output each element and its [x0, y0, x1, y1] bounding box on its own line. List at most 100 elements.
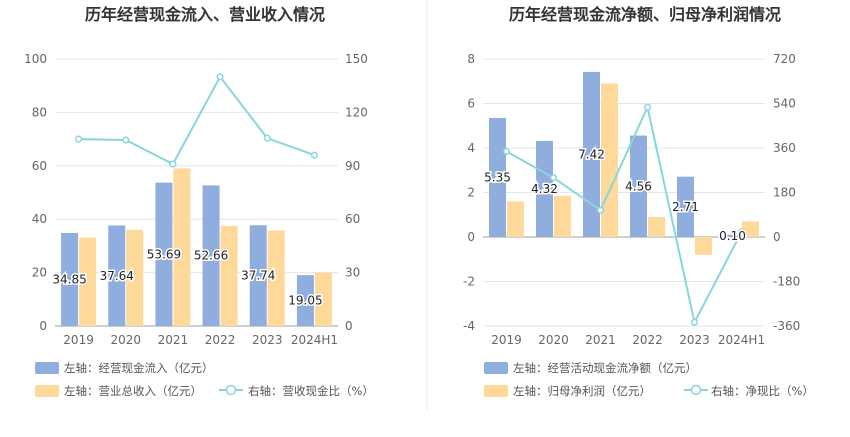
bar-series-1: [489, 117, 506, 237]
x-tick-label: 2020: [538, 333, 569, 347]
line-point: [216, 73, 224, 81]
bar-series-1: [296, 275, 314, 326]
bar-series-1: [155, 182, 173, 326]
x-tick-label: 2020: [110, 333, 141, 347]
left-tick-label: 40: [32, 212, 47, 226]
legend-label-3: 右轴：净现比（%）: [711, 384, 814, 398]
line-point: [169, 160, 177, 168]
x-tick-label: 2021: [158, 333, 189, 347]
bar-series-1: [724, 234, 741, 237]
legend-line-marker: [225, 384, 237, 396]
right-tick-label: 60: [345, 212, 360, 226]
data-labels: 34.85 37.64 53.69 52.66 37.74 19.05: [51, 246, 324, 309]
right-tick-label: 0: [345, 319, 353, 333]
legend-label-3: 右轴：营收现金比（%）: [248, 384, 374, 398]
legend-swatch-blue: [35, 362, 59, 374]
bar-series-2: [79, 237, 97, 326]
bars-series-2: [79, 168, 332, 326]
line-point: [310, 151, 318, 159]
x-tick-label: 2021: [585, 333, 616, 347]
line-point: [549, 174, 558, 182]
right-tick-label: 0: [773, 230, 781, 244]
line-series-3: [75, 73, 318, 168]
bar-series-1: [108, 225, 126, 326]
bar-series-1: [249, 225, 267, 326]
data-label: 52.66: [194, 249, 228, 263]
bar-series-2: [554, 195, 571, 237]
legend-label-2: 左轴：营业总收入（亿元）: [64, 384, 202, 398]
left-tick-label: 0: [39, 319, 47, 333]
bar-series-2: [173, 168, 191, 326]
legend-label-1: 左轴：经营活动现金流净额（亿元）: [513, 361, 697, 375]
bar-series-2: [507, 201, 524, 237]
data-label: 4.56: [625, 179, 652, 193]
line-point: [643, 103, 652, 111]
bar-series-2: [267, 230, 285, 326]
legend-line-marker: [690, 384, 702, 396]
x-tick-label: 2019: [63, 333, 94, 347]
bar-series-1: [630, 135, 647, 237]
left-tick-label: 2: [467, 186, 475, 200]
bars-series-1: [61, 182, 314, 326]
data-label: 37.64: [100, 269, 134, 283]
x-axis-ticks: 2019 2020 2021 2022 2023 2024H1: [491, 333, 765, 347]
data-label: 19.05: [288, 294, 322, 308]
data-label: 5.35: [484, 170, 511, 184]
left-tick-label: 6: [467, 97, 475, 111]
line-point: [596, 206, 605, 214]
left-tick-label: 60: [32, 159, 47, 173]
left-tick-label: -4: [463, 319, 475, 333]
right-tick-label: 90: [345, 159, 360, 173]
legend-label-1: 左轴：经营现金流入（亿元）: [64, 361, 214, 375]
bar-series-1: [61, 232, 79, 326]
right-tick-label: 540: [773, 97, 796, 111]
bar-series-2: [742, 221, 759, 237]
bar-series-1: [583, 71, 600, 237]
data-label: 4.32: [531, 182, 558, 196]
right-tick-label: -360: [773, 319, 800, 333]
legend-swatch-orange: [35, 385, 59, 397]
line-point: [737, 228, 746, 236]
bar-series-2: [126, 229, 144, 326]
line-point: [502, 147, 511, 156]
line-series-3: [502, 103, 746, 326]
chart-title: 历年经营现金流入、营业收入情况: [85, 5, 325, 24]
data-label: 0.10: [719, 229, 746, 243]
bar-series-1: [536, 140, 553, 237]
bar-series-2: [314, 272, 332, 326]
chart-title: 历年经营现金流净额、归母净利润情况: [509, 5, 781, 24]
right-tick-label: 360: [773, 141, 796, 155]
right-tick-label: 180: [773, 186, 796, 200]
right-axis-ticks: -360 -180 0 180 360 540 720: [773, 52, 800, 333]
right-tick-label: -180: [773, 275, 800, 289]
x-tick-label: 2022: [632, 333, 663, 347]
right-tick-label: 30: [345, 266, 360, 280]
left-tick-label: 20: [32, 266, 47, 280]
bars-series-1: [489, 71, 741, 237]
bar-series-2: [220, 225, 238, 326]
chart-right: 历年经营现金流净额、归母净利润情况 5.35 4.32 7.42 4.56 2.71 0.…: [463, 5, 814, 398]
line-point: [263, 134, 271, 142]
right-tick-label: 150: [345, 52, 368, 66]
bar-series-1: [202, 185, 220, 326]
line-path: [506, 104, 743, 326]
legend-swatch-blue: [484, 362, 508, 374]
x-tick-label: 2024H1: [291, 333, 338, 347]
bar-series-2: [695, 237, 712, 255]
legend-swatch-orange: [484, 385, 508, 397]
line-path: [78, 74, 315, 166]
bar-series-1: [677, 176, 694, 237]
data-label: 7.42: [578, 147, 605, 161]
x-tick-label: 2019: [491, 333, 522, 347]
x-tick-label: 2023: [679, 333, 710, 347]
left-axis-ticks: 0 20 40 60 80 100: [24, 52, 47, 333]
line-point: [75, 135, 83, 143]
legend-line-icon: [219, 384, 243, 396]
left-tick-label: 100: [24, 52, 47, 66]
left-tick-label: 80: [32, 105, 47, 119]
line-point: [690, 318, 699, 326]
right-axis-ticks: 0 30 60 90 120 150: [345, 52, 368, 333]
left-tick-label: 8: [467, 52, 475, 66]
x-axis-ticks: 2019 2020 2021 2022 2023 2024H1: [63, 333, 338, 347]
